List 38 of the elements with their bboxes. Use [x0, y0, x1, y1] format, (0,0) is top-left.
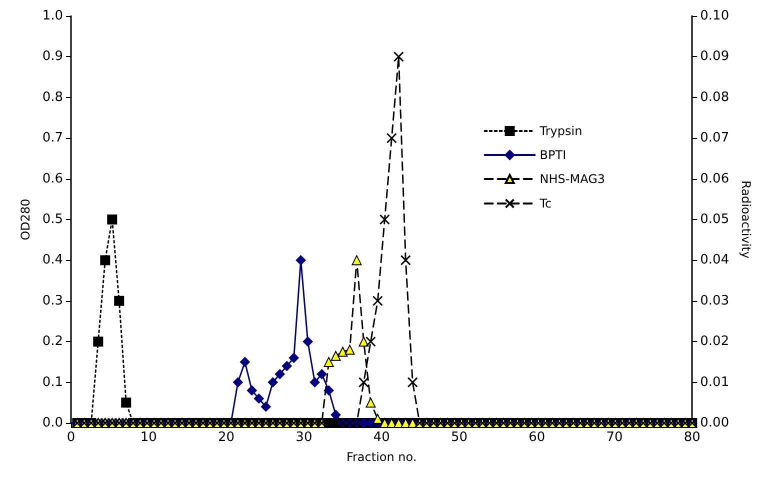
y2-tick-label: 0.02 — [700, 334, 730, 350]
y2-tick-label: 0.06 — [700, 171, 730, 186]
y2-axis-title: Radioactivity — [739, 180, 753, 258]
y2-tick-label: 0.00 — [700, 416, 730, 430]
y-tick-label: 0.8 — [42, 90, 63, 105]
y-tick-label: 0.3 — [42, 293, 63, 308]
y2-tick-label: 0.05 — [700, 212, 730, 227]
legend-label: Tc — [538, 196, 552, 210]
y2-tick-label: 0.04 — [700, 252, 730, 268]
y-axis-title: OD280 — [18, 198, 32, 240]
y-tick-label: 0.9 — [42, 49, 63, 64]
x-tick-label: 50 — [450, 430, 468, 445]
y-tick-label: 0.4 — [42, 252, 63, 268]
x-tick-label: 30 — [296, 430, 312, 445]
x-tick-label: 10 — [140, 430, 157, 445]
y-tick-label: 0.1 — [42, 374, 63, 390]
y2-tick-label: 0.09 — [700, 49, 730, 64]
y2-tick-label: 0.01 — [700, 374, 730, 390]
y-tick-label: 0.0 — [42, 416, 63, 430]
legend-label: BPTI — [540, 148, 566, 162]
x-tick-label: 80 — [684, 430, 700, 445]
y2-tick-label: 0.03 — [700, 293, 730, 308]
y-tick-label: 0.5 — [42, 212, 63, 227]
y2-tick-label: 0.08 — [700, 90, 730, 105]
y-tick-label: 0.6 — [42, 171, 63, 186]
legend-label: Trypsin — [538, 124, 582, 138]
x-tick-label: 0 — [66, 430, 76, 445]
x-tick-label: 20 — [218, 430, 235, 445]
y-tick-label: 0.7 — [42, 130, 63, 146]
y2-tick-label: 0.07 — [700, 130, 730, 146]
y-tick-label: 0.2 — [42, 334, 63, 350]
legend-label: NHS-MAG3 — [540, 172, 605, 186]
x-axis-title: Fraction no. — [346, 450, 417, 464]
x-tick-label: 70 — [606, 430, 623, 445]
x-tick-label: 60 — [528, 430, 546, 445]
y2-tick-label: 0.10 — [700, 8, 730, 24]
y-tick-label: 1.0 — [42, 8, 63, 24]
x-tick-label: 40 — [373, 430, 390, 445]
